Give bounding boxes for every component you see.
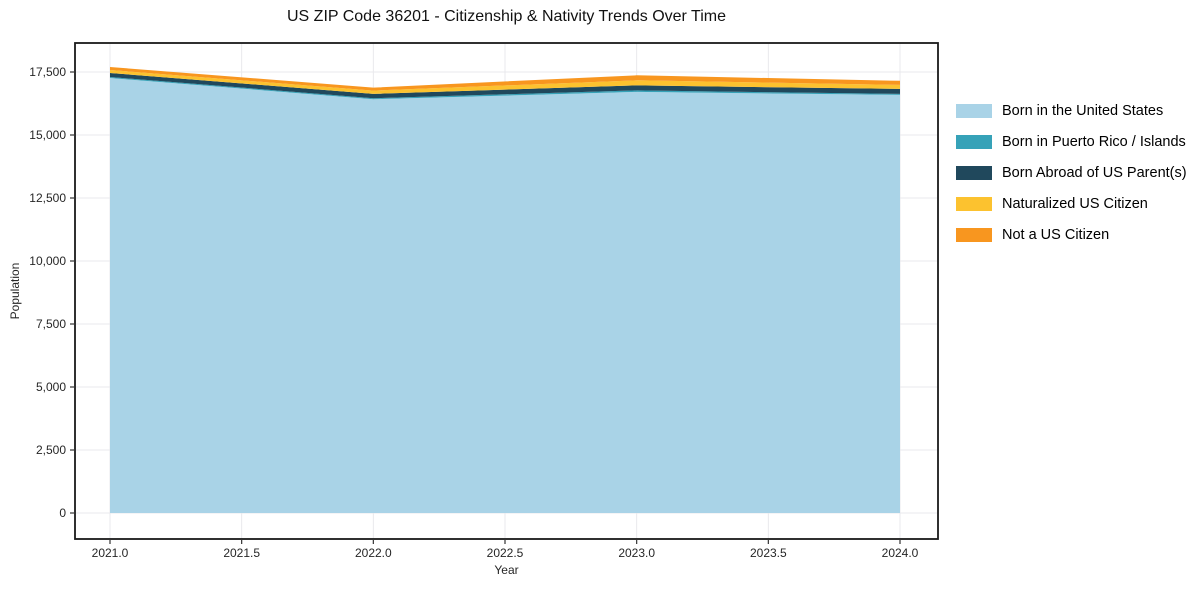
y-tick-label: 0 — [59, 506, 66, 520]
legend-item: Born Abroad of US Parent(s) — [956, 165, 1187, 181]
legend-swatch — [956, 228, 992, 242]
area-series-1 — [110, 77, 900, 100]
legend-swatch — [956, 197, 992, 211]
legend-item: Born in the United States — [956, 103, 1187, 119]
legend-item-label: Naturalized US Citizen — [1002, 196, 1148, 212]
y-tick-label: 17,500 — [29, 65, 66, 79]
area-series-0 — [110, 78, 900, 513]
legend-item: Naturalized US Citizen — [956, 196, 1187, 212]
legend: Born in the United States Born in Puerto … — [956, 103, 1187, 243]
area-series-3 — [110, 70, 900, 94]
y-tick-label: 12,500 — [29, 191, 66, 205]
x-tick-label: 2023.0 — [618, 546, 655, 560]
y-axis-label: Population — [8, 262, 22, 320]
chart-title: US ZIP Code 36201 - Citizenship & Nativi… — [287, 8, 726, 25]
x-axis-label: Year — [494, 563, 519, 577]
legend-item: Not a US Citizen — [956, 227, 1187, 243]
y-tick-label: 7,500 — [36, 317, 66, 331]
y-tick-label: 5,000 — [36, 380, 66, 394]
legend-item: Born in Puerto Rico / Islands — [956, 134, 1187, 150]
legend-swatch — [956, 135, 992, 149]
y-tick-label: 15,000 — [29, 128, 66, 142]
x-tick-label: 2023.5 — [750, 546, 787, 560]
legend-item-label: Born Abroad of US Parent(s) — [1002, 165, 1187, 181]
legend-item-label: Born in Puerto Rico / Islands — [1002, 134, 1186, 150]
area-series-2 — [110, 73, 900, 99]
legend-item-label: Born in the United States — [1002, 103, 1164, 119]
x-tick-label: 2021.0 — [92, 546, 129, 560]
legend-item-label: Not a US Citizen — [1002, 227, 1110, 243]
legend-swatch — [956, 104, 992, 118]
y-tick-label: 2,500 — [36, 443, 66, 457]
plot-border — [74, 42, 939, 540]
x-tick-label: 2022.5 — [487, 546, 524, 560]
x-tick-label: 2022.0 — [355, 546, 392, 560]
legend-swatch — [956, 166, 992, 180]
x-tick-label: 2024.0 — [882, 546, 919, 560]
area-series-4 — [110, 67, 900, 91]
x-tick-label: 2021.5 — [223, 546, 260, 560]
y-tick-label: 10,000 — [29, 254, 66, 268]
